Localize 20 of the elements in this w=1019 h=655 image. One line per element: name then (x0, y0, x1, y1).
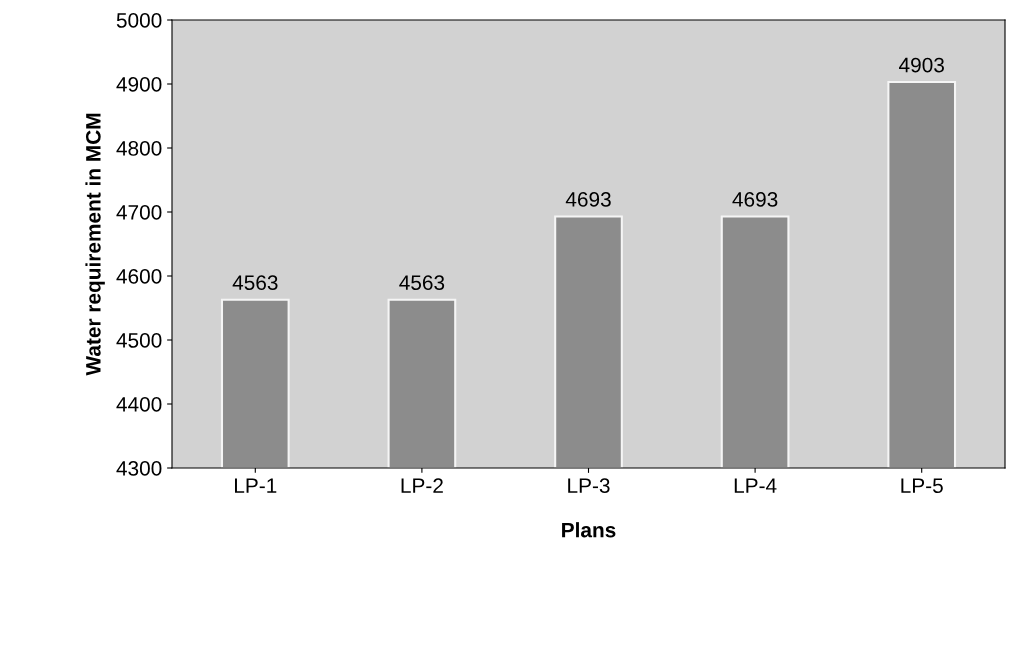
data-label: 4693 (732, 192, 778, 207)
y-tick-label: 4600 (116, 269, 162, 284)
y-tick-label: 4800 (116, 141, 162, 156)
data-label: 4903 (899, 57, 944, 73)
y-axis-title: Water requirement in MCM (85, 113, 105, 376)
y-tick-label: 4400 (116, 397, 162, 412)
x-tick-label: LP-2 (401, 478, 443, 493)
data-label: 4563 (232, 275, 278, 291)
data-label: 4693 (565, 192, 611, 207)
x-axis-title: Plans (562, 522, 616, 538)
x-tick-label: LP-4 (734, 478, 777, 493)
x-tick-label: LP-3 (568, 478, 610, 494)
y-tick-label: 4500 (116, 333, 162, 348)
x-tick-label: LP-5 (901, 478, 943, 494)
y-tick-label: 4700 (116, 205, 162, 220)
x-tick-label: LP-1 (235, 478, 277, 493)
y-tick-label: 4300 (116, 461, 162, 476)
y-tick-label: 5000 (116, 13, 162, 28)
y-tick-label: 4900 (116, 77, 162, 92)
data-label: 4563 (399, 275, 445, 291)
